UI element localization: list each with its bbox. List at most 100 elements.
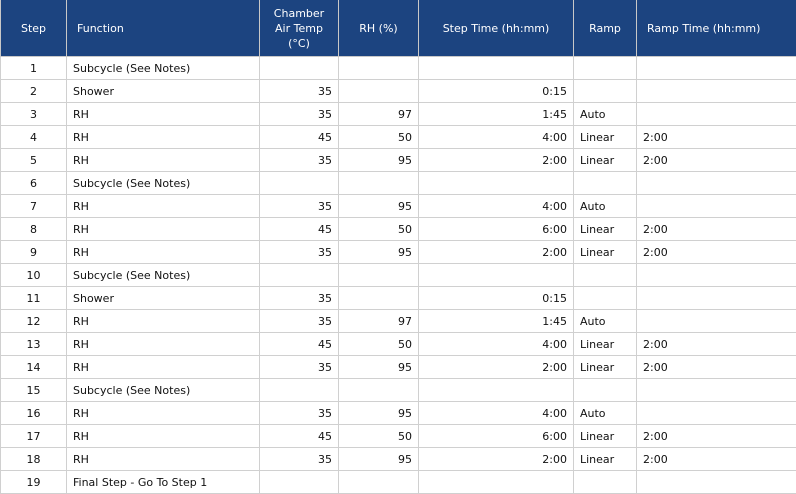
- cell-step: 11: [1, 287, 67, 310]
- cell-function: RH: [67, 241, 260, 264]
- cell-rh: [339, 172, 419, 195]
- cell-step: 10: [1, 264, 67, 287]
- cell-rh: 97: [339, 310, 419, 333]
- cell-temp: 45: [260, 425, 339, 448]
- cell-step: 3: [1, 103, 67, 126]
- cell-time: 4:00: [419, 333, 574, 356]
- cell-rh: [339, 57, 419, 80]
- header-rh: RH (%): [339, 0, 419, 57]
- cell-temp: 35: [260, 356, 339, 379]
- cell-ramp: [574, 172, 637, 195]
- cell-step: 8: [1, 218, 67, 241]
- header-temp: Chamber Air Temp (°C): [260, 0, 339, 57]
- cell-step: 18: [1, 448, 67, 471]
- cell-ramp-time: [637, 80, 796, 103]
- cell-temp: 45: [260, 333, 339, 356]
- cell-rh: [339, 287, 419, 310]
- cell-step: 15: [1, 379, 67, 402]
- cell-ramp: Linear: [574, 425, 637, 448]
- header-temp-line: (°C): [264, 36, 334, 51]
- cell-function: Subcycle (See Notes): [67, 57, 260, 80]
- cell-time: 2:00: [419, 149, 574, 172]
- cell-time: 6:00: [419, 425, 574, 448]
- header-row: Step Function Chamber Air Temp (°C) RH (…: [1, 0, 796, 57]
- cell-ramp-time: 2:00: [637, 333, 796, 356]
- cell-function: RH: [67, 126, 260, 149]
- cell-rh: 50: [339, 333, 419, 356]
- header-ramp: Ramp: [574, 0, 637, 57]
- cell-ramp: [574, 80, 637, 103]
- cell-ramp-time: 2:00: [637, 126, 796, 149]
- cell-rh: 50: [339, 218, 419, 241]
- cell-temp: 35: [260, 195, 339, 218]
- cell-rh: 97: [339, 103, 419, 126]
- cell-temp: 35: [260, 287, 339, 310]
- header-step-time: Step Time (hh:mm): [419, 0, 574, 57]
- cell-ramp-time: [637, 310, 796, 333]
- cell-ramp: Linear: [574, 126, 637, 149]
- cell-ramp-time: [637, 195, 796, 218]
- cell-temp: 35: [260, 80, 339, 103]
- cell-ramp: Linear: [574, 218, 637, 241]
- header-temp-line: Air Temp: [264, 21, 334, 36]
- cell-time: [419, 57, 574, 80]
- cell-temp: [260, 57, 339, 80]
- cell-time: 0:15: [419, 80, 574, 103]
- cell-ramp-time: [637, 287, 796, 310]
- cell-ramp: [574, 264, 637, 287]
- cell-temp: 35: [260, 149, 339, 172]
- cell-temp: 35: [260, 103, 339, 126]
- cell-ramp: [574, 287, 637, 310]
- cell-temp: [260, 471, 339, 494]
- header-ramp-time: Ramp Time (hh:mm): [637, 0, 796, 57]
- cell-temp: 35: [260, 448, 339, 471]
- cell-ramp: [574, 57, 637, 80]
- cell-time: [419, 264, 574, 287]
- cell-ramp: Linear: [574, 241, 637, 264]
- cell-ramp-time: [637, 264, 796, 287]
- cell-ramp: Linear: [574, 448, 637, 471]
- cell-step: 6: [1, 172, 67, 195]
- cell-function: Subcycle (See Notes): [67, 264, 260, 287]
- cell-step: 9: [1, 241, 67, 264]
- cell-function: RH: [67, 149, 260, 172]
- cell-ramp: Auto: [574, 103, 637, 126]
- cell-temp: [260, 264, 339, 287]
- cell-rh: 95: [339, 448, 419, 471]
- cell-function: Subcycle (See Notes): [67, 379, 260, 402]
- cell-function: RH: [67, 356, 260, 379]
- cell-ramp-time: 2:00: [637, 425, 796, 448]
- cell-time: 4:00: [419, 195, 574, 218]
- cell-rh: 50: [339, 425, 419, 448]
- cell-step: 14: [1, 356, 67, 379]
- cell-function: RH: [67, 333, 260, 356]
- header-temp-line: Chamber: [264, 6, 334, 21]
- cell-function: Subcycle (See Notes): [67, 172, 260, 195]
- cell-function: RH: [67, 310, 260, 333]
- cell-ramp-time: [637, 379, 796, 402]
- cell-function: RH: [67, 402, 260, 425]
- cell-time: 4:00: [419, 126, 574, 149]
- cell-rh: [339, 471, 419, 494]
- cell-function: RH: [67, 448, 260, 471]
- cell-time: 2:00: [419, 356, 574, 379]
- cell-ramp-time: 2:00: [637, 356, 796, 379]
- cell-rh: 95: [339, 149, 419, 172]
